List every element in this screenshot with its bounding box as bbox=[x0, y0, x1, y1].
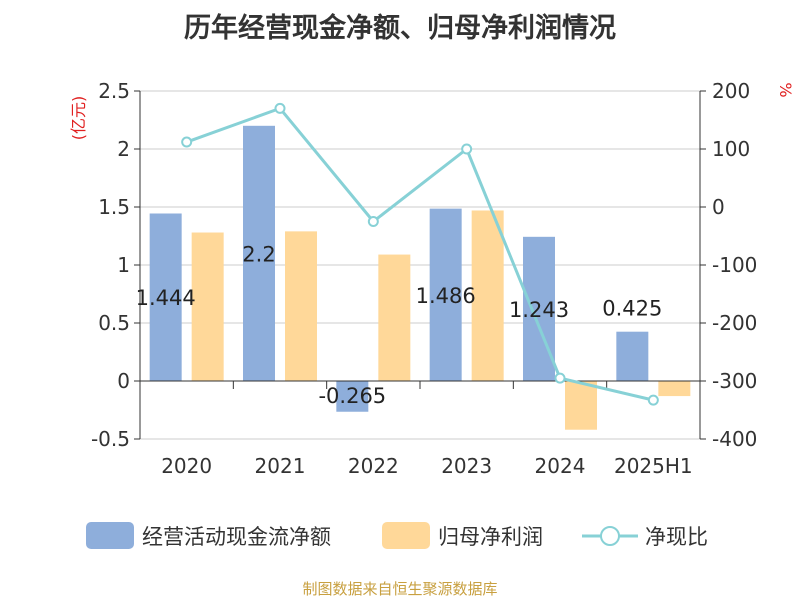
ratio-point bbox=[647, 394, 659, 406]
cashflow-data-label: 0.425 bbox=[602, 297, 662, 321]
right-axis-tick-label: 0 bbox=[712, 195, 725, 219]
legend-swatch-net-profit bbox=[382, 522, 430, 549]
right-axis-tick-label: 200 bbox=[712, 79, 750, 103]
right-axis-unit: % bbox=[776, 82, 795, 97]
ratio-point bbox=[461, 143, 473, 155]
net-profit-bar bbox=[285, 231, 317, 381]
axes: -0.5 0 0.5 1 1.5 2 2.5 -400 -300 -200 -100 0 100 200 2… bbox=[91, 79, 757, 478]
left-axis-tick-label: 1.5 bbox=[98, 195, 130, 219]
legend-label-ratio: 净现比 bbox=[645, 525, 708, 549]
chart-title: 历年经营现金净额、归母净利润情况 bbox=[184, 13, 616, 44]
left-axis-tick-label: 2 bbox=[117, 137, 130, 161]
cashflow-data-label: 1.486 bbox=[416, 284, 476, 308]
legend-label-cashflow: 经营活动现金流净额 bbox=[142, 525, 331, 549]
net-profit-bar bbox=[565, 381, 597, 430]
bars bbox=[149, 125, 691, 430]
data-labels: 1.444 2.2 -0.265 1.486 1.243 0.425 bbox=[136, 242, 663, 408]
right-axis-tick-label: -200 bbox=[712, 311, 757, 335]
x-axis-label: 2021 bbox=[255, 454, 306, 478]
net-profit-bar bbox=[658, 381, 691, 397]
left-axis-tick-label: -0.5 bbox=[91, 427, 130, 451]
ratio-point bbox=[181, 136, 193, 148]
ratio-point bbox=[367, 216, 379, 227]
cashflow-bar bbox=[429, 208, 462, 381]
x-axis-label: 2025H1 bbox=[614, 454, 693, 478]
ratio-line-path bbox=[186, 106, 654, 402]
right-axis-tick-label: -300 bbox=[712, 369, 757, 393]
right-axis-tick-label: 100 bbox=[712, 137, 750, 161]
left-axis-tick-label: 0.5 bbox=[98, 311, 130, 335]
x-axis-label: 2023 bbox=[441, 454, 492, 478]
cashflow-bar bbox=[523, 236, 555, 381]
net-profit-bar bbox=[378, 254, 411, 381]
ratio-point bbox=[554, 372, 566, 384]
net-profit-bar bbox=[191, 232, 224, 381]
cashflow-data-label: 2.2 bbox=[242, 242, 275, 266]
left-axis-tick-label: 2.5 bbox=[98, 79, 130, 103]
x-axis-label: 2020 bbox=[161, 454, 212, 478]
cashflow-data-label: 1.444 bbox=[136, 286, 196, 310]
cashflow-bar bbox=[149, 213, 182, 381]
right-axis-tick-label: -100 bbox=[712, 253, 757, 277]
x-axis-label: 2022 bbox=[348, 454, 399, 478]
cashflow-bar bbox=[336, 381, 369, 412]
cashflow-bar bbox=[616, 331, 649, 381]
legend-label-net-profit: 归母净利润 bbox=[438, 525, 543, 549]
legend: 经营活动现金流净额 归母净利润 净现比 bbox=[86, 522, 708, 549]
legend-marker-ratio bbox=[600, 526, 620, 546]
ratio-point bbox=[274, 102, 286, 114]
cashflow-data-label: -0.265 bbox=[318, 384, 386, 408]
cashflow-data-label: 1.243 bbox=[509, 298, 569, 322]
legend-swatch-cashflow bbox=[86, 522, 134, 549]
ratio-line bbox=[181, 102, 659, 406]
left-axis-tick-label: 1 bbox=[117, 253, 130, 277]
net-profit-bar bbox=[471, 210, 504, 381]
left-axis-tick-label: 0 bbox=[117, 369, 130, 393]
left-axis-unit: (亿元) bbox=[69, 96, 88, 141]
source-note: 制图数据来自恒生聚源数据库 bbox=[302, 580, 498, 598]
cashflow-bar bbox=[243, 125, 275, 381]
x-axis-label: 2024 bbox=[535, 454, 586, 478]
right-axis-tick-label: -400 bbox=[712, 427, 757, 451]
